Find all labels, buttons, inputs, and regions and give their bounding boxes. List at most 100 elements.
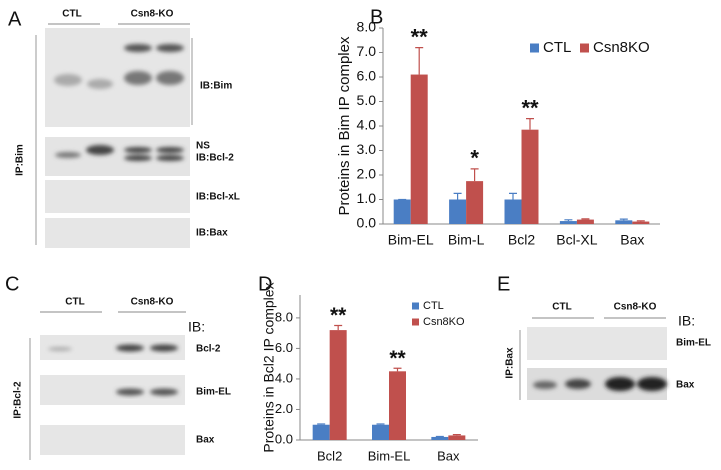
panel-a: A CTL Csn8-KO IB:Bim NS IB:Bcl-2 IB:Bcl-… bbox=[8, 8, 240, 248]
annotation: * bbox=[470, 146, 479, 171]
x-tick-label: Bax bbox=[437, 448, 460, 463]
annotation: ** bbox=[411, 24, 429, 49]
legend-swatch bbox=[530, 43, 539, 53]
blot bbox=[40, 375, 185, 405]
y-tick-label: 0.0 bbox=[275, 431, 293, 446]
y-tick-label: 4.0 bbox=[357, 117, 377, 133]
ip-label: IP:Bim bbox=[15, 144, 26, 176]
panel-letter: D bbox=[258, 273, 272, 295]
panel-e: E CTL Csn8-KO IB: Bim-EL Bax IP:Bax bbox=[497, 273, 711, 400]
bar bbox=[410, 74, 428, 224]
group-label: CTL bbox=[552, 302, 571, 313]
blot-label: IB:Bax bbox=[196, 228, 228, 239]
group-label: Csn8-KO bbox=[614, 302, 657, 313]
group-label: Csn8-KO bbox=[131, 9, 174, 20]
y-tick-label: 1.0 bbox=[357, 190, 377, 206]
x-tick-label: Bim-EL bbox=[368, 448, 411, 463]
error-bar bbox=[334, 324, 343, 331]
ip-label: IP:Bax bbox=[505, 347, 516, 379]
x-tick-label: Bcl2 bbox=[317, 448, 342, 463]
blot bbox=[527, 368, 667, 400]
y-tick-label: 8.0 bbox=[357, 19, 377, 35]
error-bar bbox=[452, 434, 461, 436]
blot bbox=[45, 28, 190, 127]
blot-label: Bax bbox=[676, 380, 695, 391]
panel-letter: C bbox=[5, 273, 19, 295]
error-bar bbox=[509, 192, 517, 200]
x-tick-label: Bcl-XL bbox=[556, 232, 597, 248]
legend-label: CTL bbox=[543, 39, 571, 56]
group-label: CTL bbox=[62, 9, 81, 20]
error-bar bbox=[453, 192, 462, 200]
panel-c: C CTL Csn8-KO IB: Bcl-2 Bim-EL Bax IP:Bc… bbox=[5, 273, 231, 460]
y-tick-label: 8.0 bbox=[275, 309, 293, 324]
error-bar bbox=[470, 168, 479, 182]
y-tick-label: 0.0 bbox=[357, 215, 377, 231]
y-tick-label: 7.0 bbox=[357, 43, 377, 59]
bar bbox=[504, 199, 522, 224]
x-tick-label: Bim-EL bbox=[388, 232, 434, 248]
bar bbox=[632, 221, 650, 224]
y-tick-label: 3.0 bbox=[357, 141, 377, 157]
panel-letter: A bbox=[8, 8, 22, 30]
error-bar bbox=[619, 218, 628, 221]
y-axis-label: Proteins in Bim IP complex bbox=[336, 36, 353, 215]
bar bbox=[521, 129, 539, 224]
blot-label: IB:Bcl-2 bbox=[196, 153, 234, 164]
bar bbox=[559, 221, 577, 224]
blot-label: Bcl-2 bbox=[196, 344, 221, 355]
bar bbox=[431, 436, 449, 440]
blot-label: IB:Bim bbox=[200, 81, 232, 92]
error-bar bbox=[415, 47, 424, 75]
error-bar bbox=[376, 423, 385, 425]
legend-label: CTL bbox=[423, 300, 444, 312]
blot-label: Bim-EL bbox=[196, 387, 231, 398]
legend-swatch bbox=[412, 302, 419, 310]
x-tick-label: Bim-L bbox=[448, 232, 485, 248]
legend-label: Csn8KO bbox=[593, 39, 650, 56]
legend-swatch bbox=[580, 43, 589, 53]
annotation: ** bbox=[389, 347, 406, 370]
blot bbox=[40, 335, 185, 360]
ib-label: IB: bbox=[678, 313, 695, 329]
panel-letter: B bbox=[370, 6, 383, 28]
annotation: ** bbox=[330, 304, 347, 327]
bar bbox=[372, 424, 389, 440]
ib-label: IB: bbox=[188, 319, 205, 335]
y-axis-label: Proteins in Bcl2 IP complex bbox=[261, 282, 277, 452]
blot bbox=[45, 137, 190, 176]
y-tick-label: 6.0 bbox=[357, 68, 377, 84]
blot bbox=[40, 425, 185, 455]
bar bbox=[329, 330, 347, 440]
legend-label: Csn8KO bbox=[423, 316, 465, 328]
annotation: ** bbox=[521, 95, 539, 120]
bar bbox=[312, 424, 330, 440]
error-bar bbox=[317, 423, 326, 425]
y-tick-label: 2.0 bbox=[275, 401, 293, 416]
bar bbox=[389, 371, 406, 440]
bar bbox=[576, 219, 594, 224]
blot bbox=[527, 327, 667, 360]
error-bar bbox=[393, 367, 402, 372]
ip-label: IP:Bcl-2 bbox=[13, 381, 24, 419]
error-bar bbox=[636, 220, 645, 222]
y-tick-label: 5.0 bbox=[357, 92, 377, 108]
error-bar bbox=[564, 219, 573, 222]
y-tick-label: 4.0 bbox=[275, 370, 293, 385]
blot-label: Bim-EL bbox=[676, 338, 711, 349]
panel-letter: E bbox=[497, 273, 510, 295]
blot bbox=[45, 180, 190, 213]
blot-label: NS bbox=[196, 141, 210, 152]
group-label: Csn8-KO bbox=[131, 297, 174, 308]
bar bbox=[448, 435, 466, 440]
bar bbox=[615, 220, 633, 224]
bar bbox=[393, 199, 411, 224]
bar bbox=[466, 181, 484, 224]
y-tick-label: 2.0 bbox=[357, 166, 377, 182]
bar bbox=[449, 199, 467, 224]
group-label: CTL bbox=[65, 297, 84, 308]
blot-label: Bax bbox=[196, 435, 215, 446]
blot bbox=[45, 218, 190, 248]
legend-swatch bbox=[412, 318, 419, 326]
